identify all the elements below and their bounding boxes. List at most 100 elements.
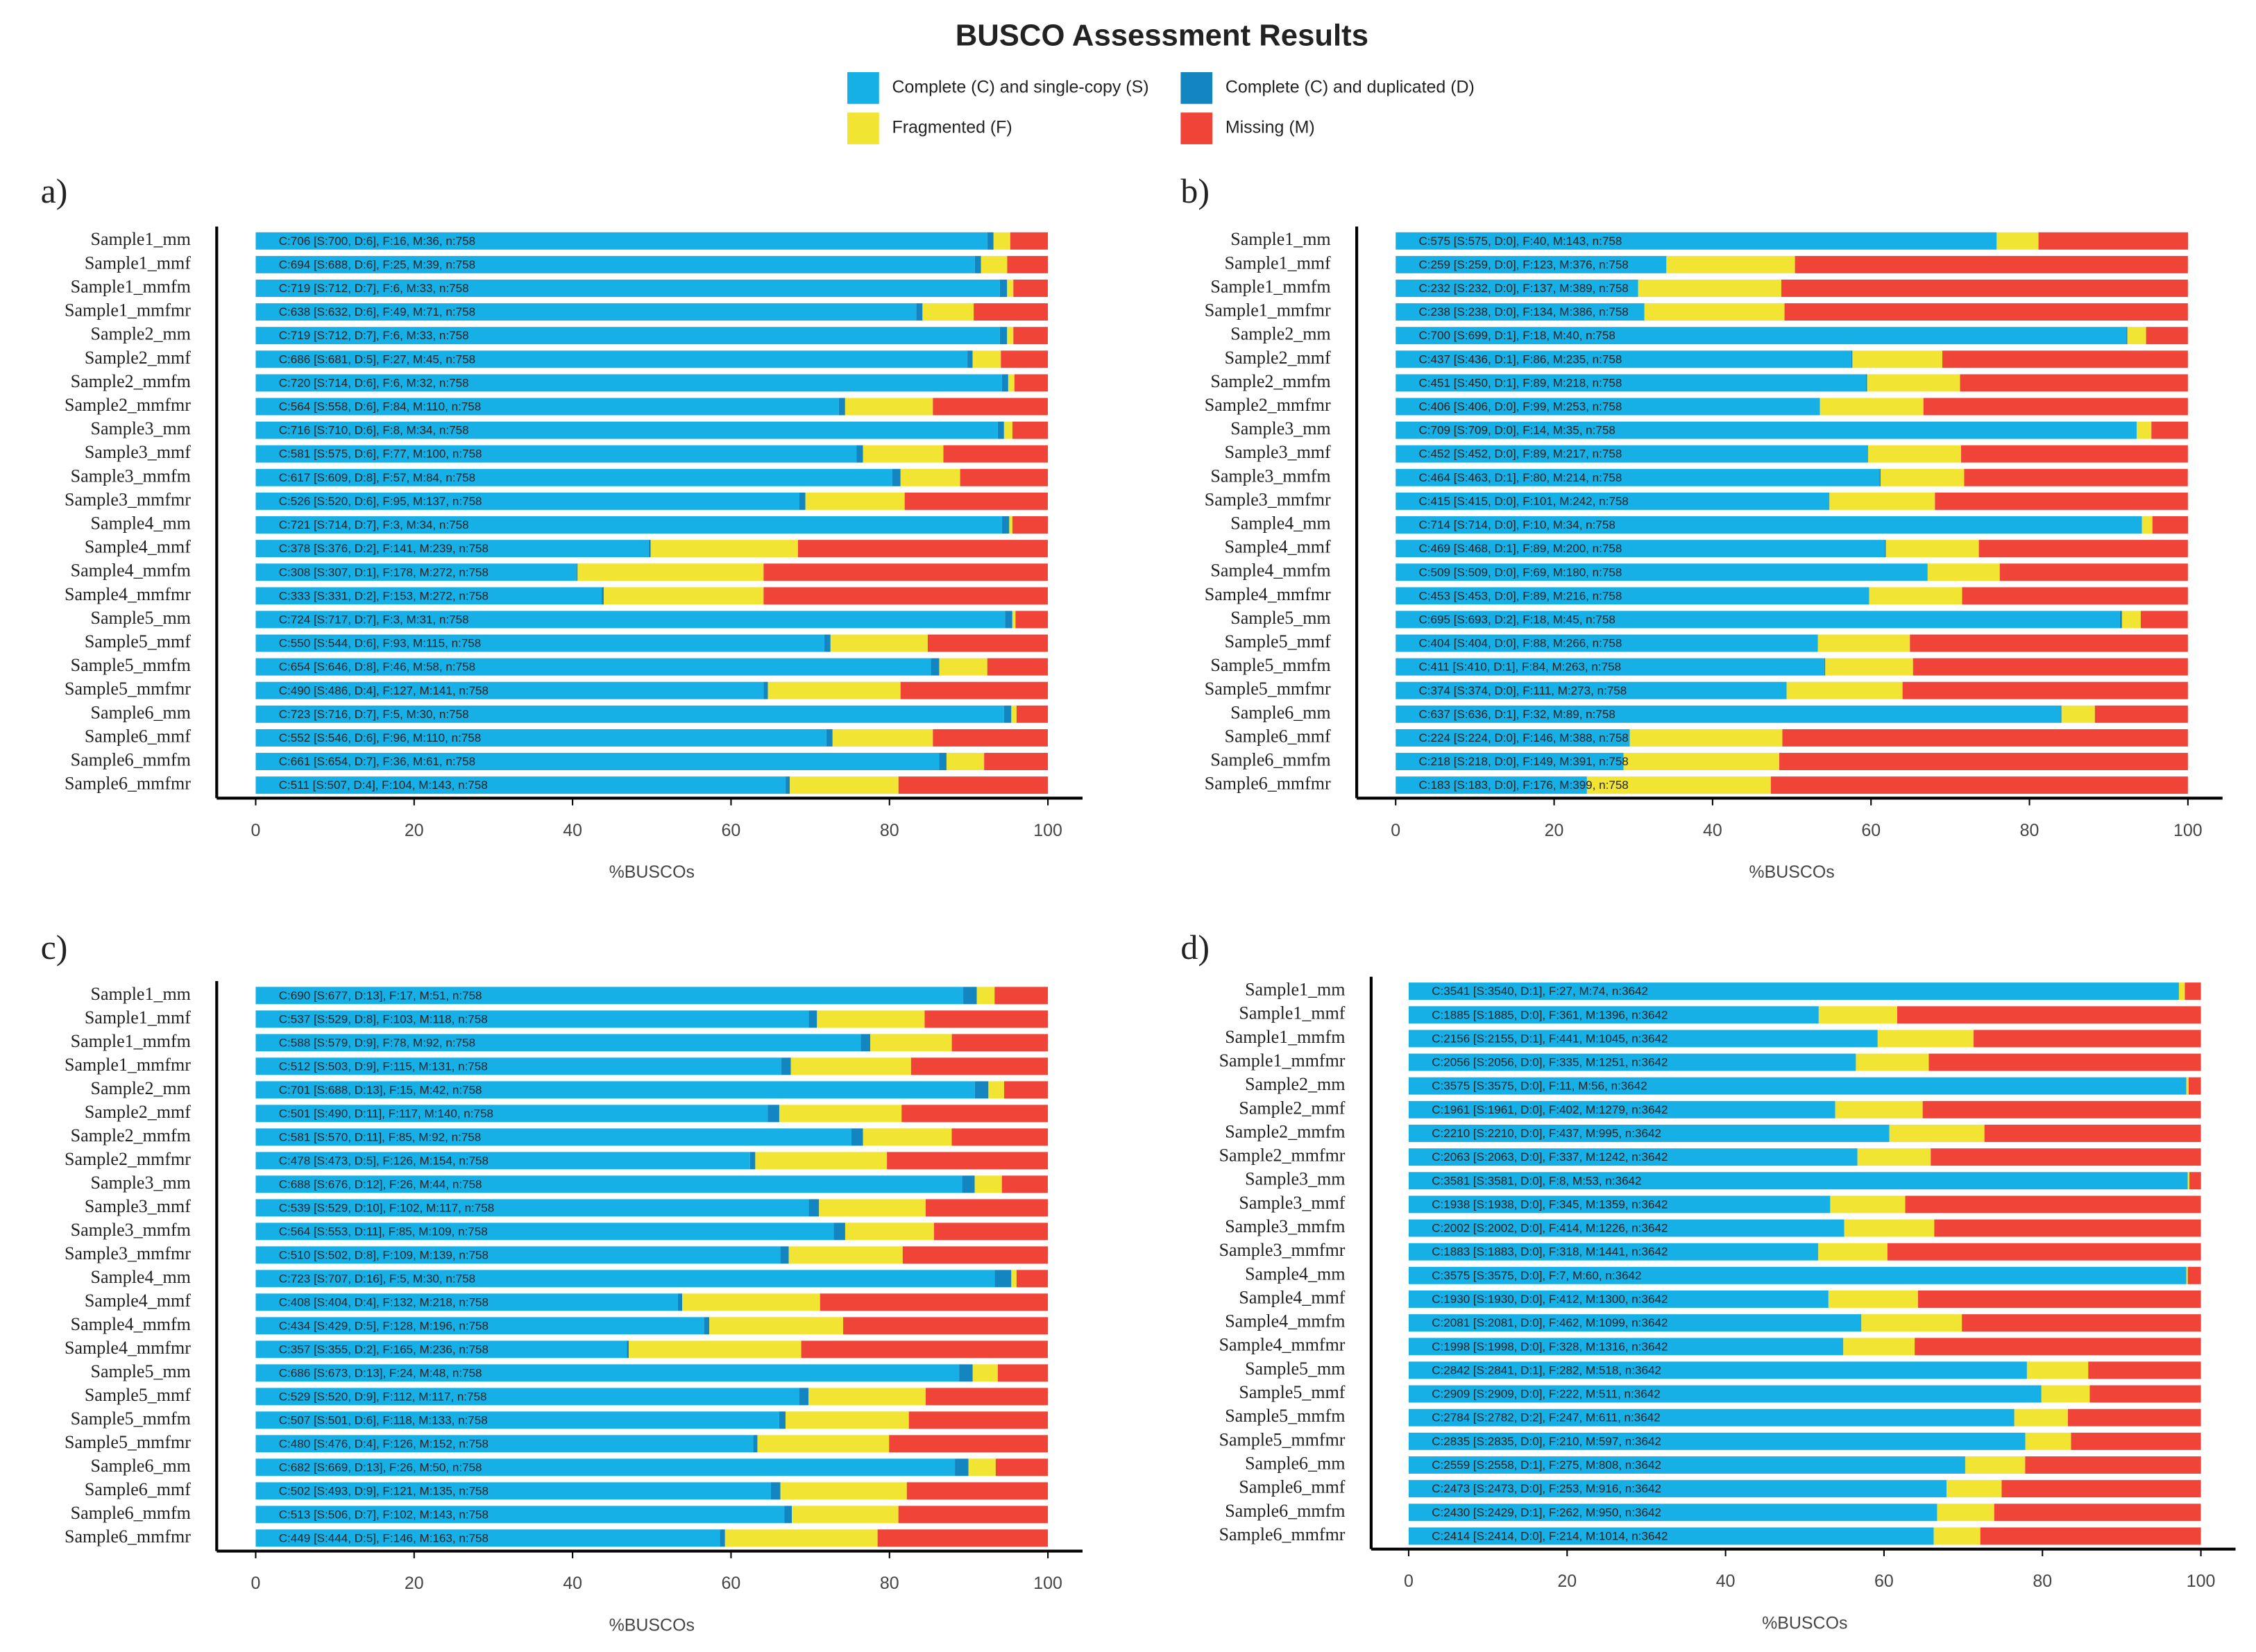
bar-segment [677,1293,682,1311]
bar-segment [939,658,987,676]
category-label: Sample1_mmfm [71,1031,191,1051]
bar-segment [981,255,1008,273]
bar-segment [939,753,947,771]
bar-segment [994,1270,1012,1288]
category-label: Sample2_mm [1230,324,1330,344]
bar-segment [255,232,987,250]
category-label: Sample2_mm [1245,1074,1345,1094]
x-tick-label: 40 [1703,821,1722,840]
bar-segment [1965,1456,2026,1474]
bar-segment [1918,1291,2201,1308]
bar-label: C:378 [S:376, D:2], F:141, M:239, n:758 [279,542,489,555]
bar-segment [826,729,833,747]
bar-segment [1915,1338,2201,1356]
bar-segment [808,1010,817,1028]
bar-segment [1408,1006,1819,1024]
bar-segment [1007,255,1049,273]
bar-segment [963,987,977,1005]
bar-segment [255,303,917,321]
bar-segment [1961,445,2188,463]
bar-label: C:1883 [S:1883, D:0], F:318, M:1441, n:3… [1432,1245,1668,1259]
bar-segment [933,398,1048,416]
bar-segment [255,1388,799,1406]
bar-segment [255,611,1006,629]
bar-segment [255,729,826,747]
bar-segment [959,1364,973,1382]
x-tick-label: 20 [405,821,424,840]
category-label: Sample4_mmf [1225,537,1331,557]
bar-segment [1408,982,2179,1000]
bar-segment [1408,1314,1862,1332]
bar-segment [2014,1408,2015,1427]
bar-segment [255,255,975,273]
category-label: Sample2_mmf [85,348,191,368]
bar-segment [1638,280,1781,297]
bar-segment [781,1057,791,1075]
panel-label: c) [41,928,68,966]
bar-segment [2094,705,2188,723]
bar-segment [1818,1006,1898,1024]
bar-label: C:451 [S:450, D:1], F:89, M:218, n:758 [1419,376,1622,389]
bar-segment [1923,398,2188,416]
bar-segment [904,492,1048,510]
category-label: Sample1_mmf [1239,1003,1345,1023]
bar-segment [255,1293,678,1311]
bar-segment [255,374,1002,392]
bar-segment [1922,1100,2201,1118]
bar-segment [2119,611,2122,629]
bar-segment [1396,280,1638,297]
bar-segment [1408,1385,2042,1403]
bar-segment [906,1482,1049,1500]
category-label: Sample4_mm [91,1267,191,1287]
bar-segment [1007,327,1014,345]
bar-segment [1866,374,1867,392]
bar-segment [968,1458,996,1476]
bar-segment [799,1388,809,1406]
bar-label: C:724 [S:717, D:7], F:3, M:31, n:758 [279,613,469,626]
bar-segment [1905,1195,2201,1214]
bar-segment [842,1317,1049,1335]
bar-segment [1005,611,1012,629]
category-label: Sample6_mmfmr [1205,774,1331,794]
bar-segment [255,563,577,581]
bar-segment [892,468,901,486]
category-label: Sample2_mmfmr [65,395,191,415]
bar-segment [889,1435,1049,1453]
bar-label: C:2063 [S:2063, D:0], F:337, M:1242, n:3… [1432,1150,1668,1164]
x-tick-label: 0 [251,1574,261,1593]
bar-segment [785,1411,909,1429]
category-label: Sample6_mm [1230,702,1330,722]
bar-label: C:2002 [S:2002, D:0], F:414, M:1226, n:3… [1432,1222,1668,1235]
bar-segment [1408,1338,1844,1356]
bar-label: C:719 [S:712, D:7], F:6, M:33, n:758 [279,329,469,342]
bar-segment [255,1010,809,1028]
bar-segment [2038,232,2188,250]
bar-segment [255,1411,779,1429]
bar-segment [943,445,1049,463]
category-label: Sample3_mmfmr [1219,1240,1346,1260]
bar-segment [2189,1172,2201,1190]
bar-segment [922,303,974,321]
bar-segment [1867,374,1960,392]
bar-segment [2088,1361,2201,1379]
bar-segment [648,540,651,558]
x-tick-label: 40 [563,1574,582,1593]
bar-segment [2141,516,2153,534]
panel-label: d) [1180,928,1210,966]
x-tick-label: 20 [405,1574,424,1593]
bar-segment [255,634,824,652]
bar-label: C:686 [S:681, D:5], F:27, M:45, n:758 [279,352,475,366]
bar-segment [255,776,786,794]
bar-segment [627,1340,629,1359]
bar-segment [255,1529,720,1547]
bar-segment [1009,516,1012,534]
bar-segment [255,1458,956,1476]
bar-segment [255,1175,962,1193]
bar-label: C:449 [S:444, D:5], F:146, M:163, n:758 [279,1531,489,1544]
category-label: Sample1_mmf [1225,253,1331,273]
category-label: Sample3_mmfmr [65,489,191,509]
bar-segment [1408,1456,1965,1474]
bar-segment [832,729,933,747]
bar-segment [925,1388,1049,1406]
bar-label: C:2909 [S:2909, D:0], F:222, M:511, n:36… [1432,1388,1660,1401]
